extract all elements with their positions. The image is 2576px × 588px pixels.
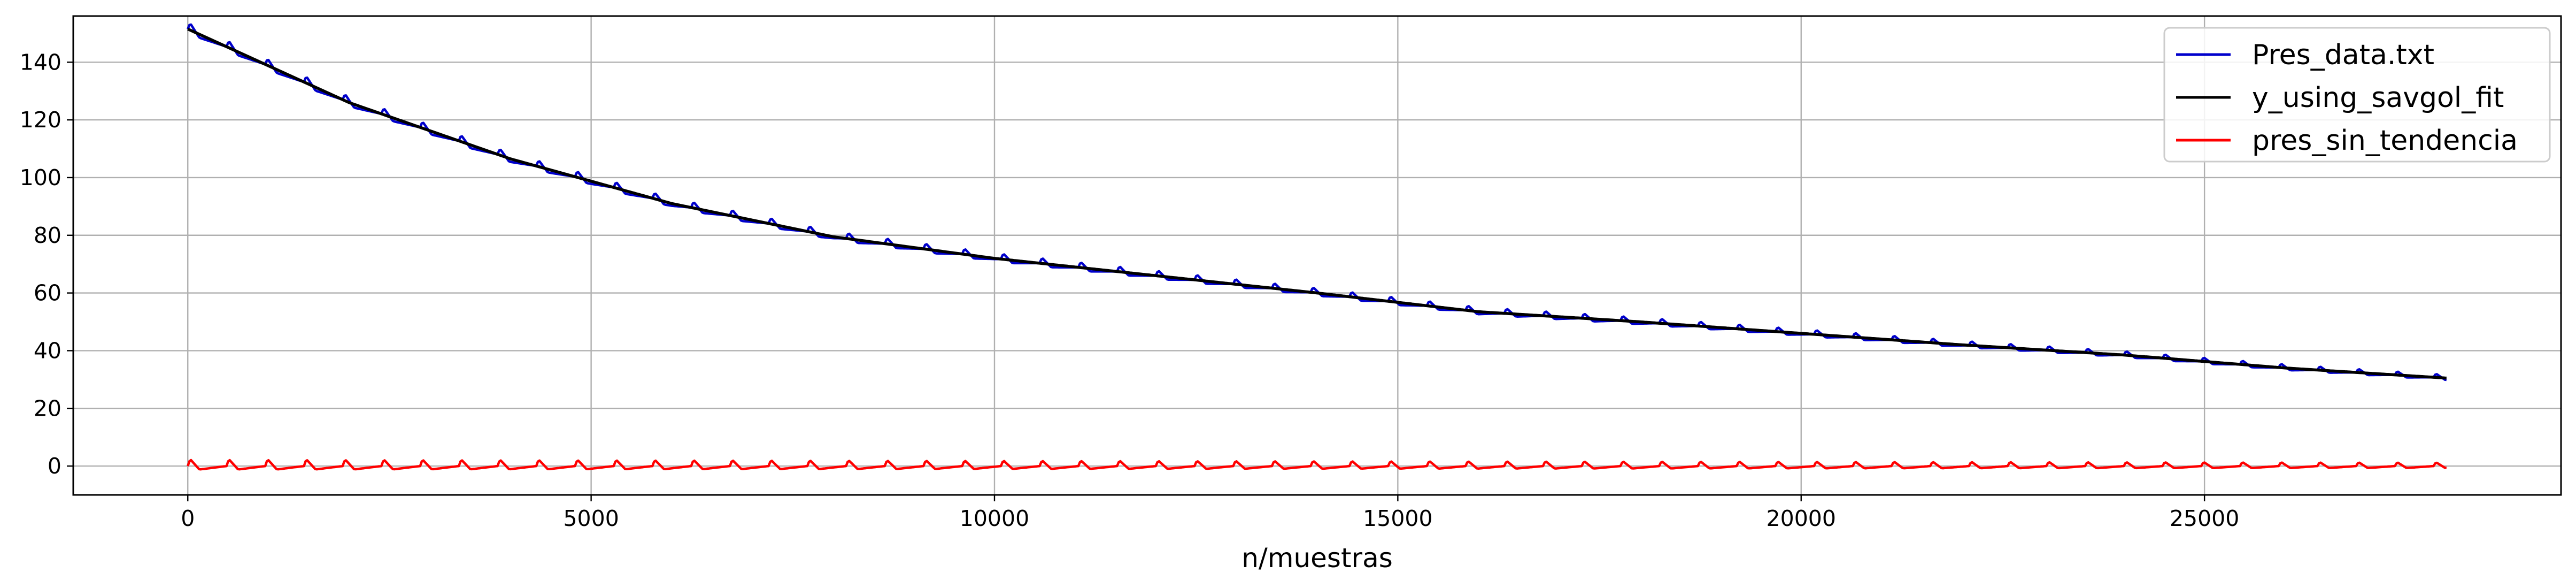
legend-label: y_using_savgol_fit: [2252, 82, 2504, 114]
legend-label: pres_sin_tendencia: [2252, 125, 2518, 157]
series-line-3: [187, 459, 2447, 471]
legend: Pres_data.txt y_using_savgol_fit pres_sin_…: [2163, 27, 2551, 163]
legend-box: [2163, 27, 2551, 163]
axis-ticks: 0 5000 10000 15000 20000 25000 0 20 40 60 80 100 120…: [20, 49, 2240, 531]
series-line-1: [187, 23, 2447, 381]
y-tick-label: 40: [34, 338, 61, 363]
y-tick-label: 80: [34, 223, 61, 248]
y-tick-label: 20: [34, 395, 61, 421]
y-tick-label: 0: [48, 453, 61, 479]
y-tick-label: 60: [34, 280, 61, 306]
y-tick-label: 100: [20, 165, 61, 190]
y-tick-label: 140: [20, 49, 61, 75]
x-tick-label: 15000: [1363, 506, 1432, 531]
series-line-2: [187, 27, 2447, 380]
x-tick-label: 20000: [1767, 506, 1836, 531]
x-tick-label: 25000: [2170, 506, 2239, 531]
x-tick-label: 10000: [960, 506, 1029, 531]
plot-frame: [72, 15, 2562, 496]
y-tick-label: 120: [20, 107, 61, 133]
x-tick-label: 5000: [563, 506, 619, 531]
x-axis-label: n/muestras: [1241, 543, 1393, 574]
legend-label: Pres_data.txt: [2252, 39, 2434, 71]
plot-series: [187, 23, 2447, 471]
x-tick-label: 0: [181, 506, 195, 531]
